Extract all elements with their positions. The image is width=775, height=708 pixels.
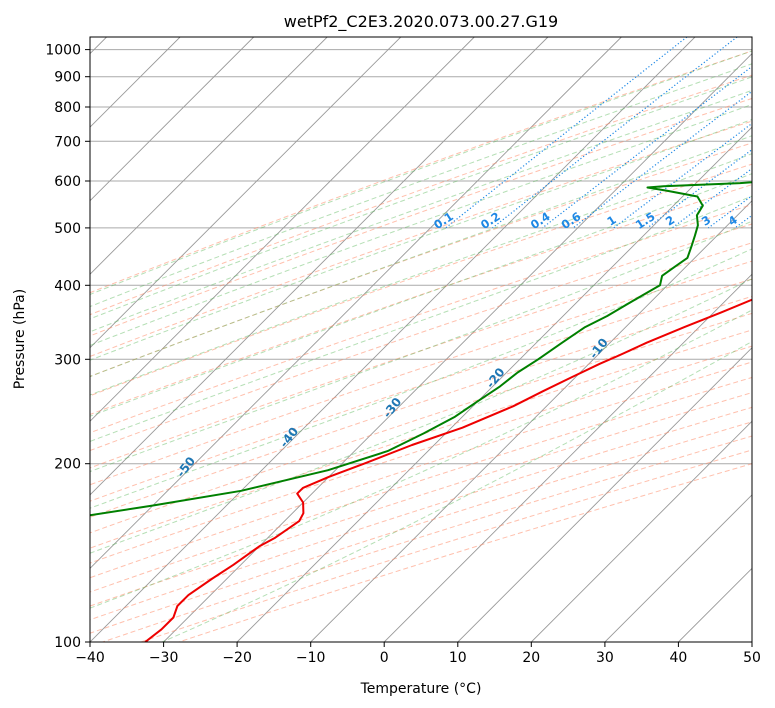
isotherm-line: [90, 37, 549, 496]
dewpoint-profile-line: [90, 181, 752, 517]
y-tick-label: 100: [54, 635, 81, 651]
dry-adiabat-line: [90, 345, 752, 564]
dry-adiabat-line: [90, 142, 752, 377]
moist-adiabat-line: [90, 220, 752, 473]
chart-title: wetPf2_C2E3.2020.073.00.27.G19: [284, 12, 558, 32]
moist-adiabat-line: [90, 309, 752, 609]
moist-adiabat-line: [90, 248, 752, 509]
moist-adiabat-line: [161, 340, 752, 642]
y-tick-label: 400: [54, 278, 81, 294]
dry-adiabat-line: [90, 163, 752, 397]
isotherm-line: [90, 37, 402, 349]
isotherm-line: [530, 420, 752, 642]
x-tick-label: 30: [596, 650, 614, 666]
dry-adiabat-line: [90, 295, 752, 518]
moist-adiabat-line: [90, 103, 752, 347]
dry-adiabat-line: [90, 97, 752, 337]
dry-adiabat-line: [90, 204, 752, 434]
dry-adiabat-line: [90, 184, 752, 416]
mixing-ratio-line: [445, 37, 688, 229]
isotherm-line: [604, 494, 752, 642]
plot-frame: [89, 36, 753, 643]
mixing-ratio-line: [671, 167, 752, 229]
dry-adiabat-line: [90, 50, 752, 294]
y-tick-label: 300: [54, 352, 81, 368]
isotherm-line: [90, 37, 622, 570]
moist-adiabat-line: [90, 173, 752, 417]
dry-adiabat-line: [90, 260, 752, 486]
x-tick-label: −40: [75, 650, 105, 666]
isotherm-line: [90, 37, 475, 422]
moist-adiabat-line: [90, 76, 752, 320]
y-tick-label: 700: [54, 134, 81, 150]
dry-adiabat-line: [90, 376, 752, 593]
y-tick-label: 800: [54, 100, 81, 116]
x-tick-label: −20: [222, 650, 252, 666]
y-tick-label: 500: [54, 221, 81, 237]
y-tick-label: 600: [54, 174, 81, 190]
y-tick-label: 900: [54, 70, 81, 86]
x-tick-label: 0: [380, 650, 389, 666]
moist-adiabat-line: [90, 118, 752, 361]
axis-ticks: −40 −30 −20 −10 0 10 20 30 40 50 100 200 300 400 500 60…: [45, 43, 761, 666]
mixing-ratio-line: [572, 90, 752, 229]
moist-adiabat-line: [90, 153, 752, 396]
x-tick-label: 40: [669, 650, 687, 666]
isotherm-line: [310, 200, 752, 642]
isotherm-line: [236, 126, 752, 642]
x-tick-label: −10: [296, 650, 326, 666]
isotherm-line: [457, 347, 752, 642]
series-lines: [90, 181, 752, 642]
moist-adiabat-line: [90, 63, 752, 308]
y-tick-label: 1000: [45, 43, 81, 59]
isotherm-line: [90, 37, 328, 275]
isotherm-line: [90, 37, 696, 642]
x-tick-label: 50: [743, 650, 761, 666]
mixing-ratio-line: [613, 122, 752, 229]
dry-adiabat-line: [90, 361, 752, 579]
background-lines: [90, 37, 752, 642]
dry-adiabat-line: [90, 242, 752, 469]
isotherm-line: [163, 52, 752, 642]
isotherm-line: [90, 37, 255, 202]
x-axis-label: Temperature (°C): [360, 681, 482, 697]
dry-adiabat-line: [90, 223, 752, 452]
isotherm-line: [383, 273, 752, 642]
dry-adiabat-line: [90, 329, 752, 549]
mixing-ratio-line: [542, 65, 752, 229]
x-tick-label: 20: [522, 650, 540, 666]
y-axis-label: Pressure (hPa): [12, 289, 28, 389]
y-tick-label: 200: [54, 457, 81, 473]
x-tick-label: −30: [149, 650, 179, 666]
x-tick-label: 10: [449, 650, 467, 666]
mixing-ratio-line: [492, 37, 738, 229]
dry-adiabat-line: [90, 278, 752, 502]
temperature-profile-line: [144, 298, 752, 642]
